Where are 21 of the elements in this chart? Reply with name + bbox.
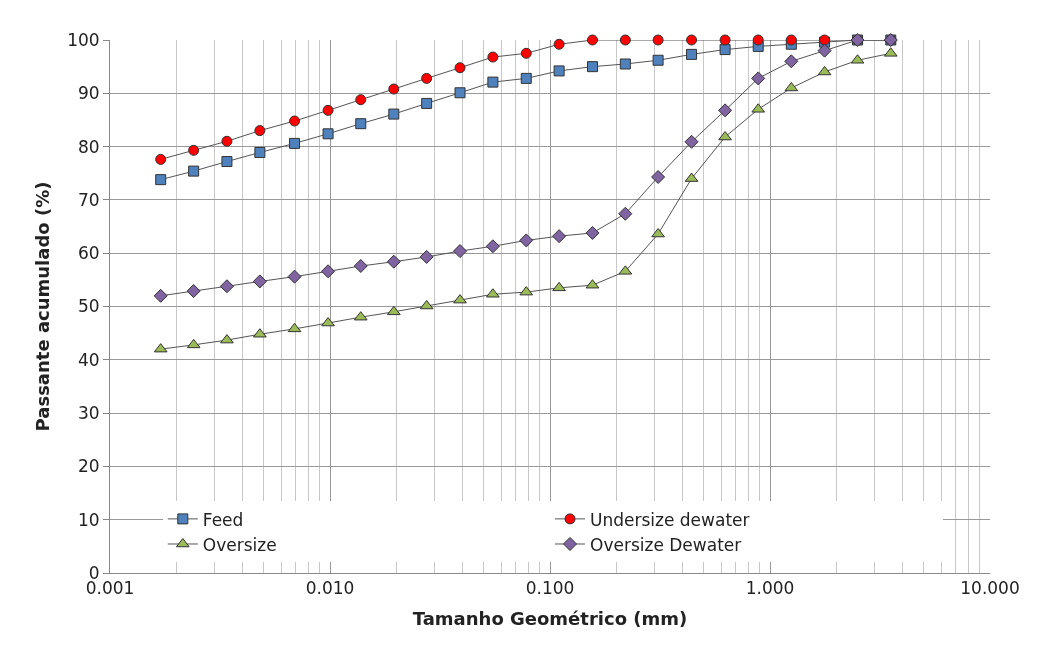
x-tick-label: 0.010 [305,578,355,599]
legend-label: Oversize Dewater [590,534,742,555]
x-tick-label: 0.001 [85,578,135,599]
legend-label: Feed [202,509,244,530]
y-tick-label: 100 [67,29,100,50]
legend-label: Undersize dewater [590,509,750,530]
legend-label: Oversize [202,534,277,555]
y-tick-label: 40 [77,349,100,370]
y-axis-title: Passante acumulado (%) [32,181,54,432]
y-tick-label: 30 [77,403,100,424]
x-tick-label: 10.000 [960,578,1020,599]
y-tick-label: 90 [77,83,100,104]
x-axis-title: Tamanho Geométrico (mm) [412,607,688,629]
y-tick-label: 10 [77,509,100,530]
y-tick-label: 50 [77,296,100,317]
y-tick-label: 60 [77,243,100,264]
y-tick-label: 20 [77,456,100,477]
y-tick-label: 70 [77,189,100,210]
x-tick-label: 1.000 [745,578,795,599]
y-tick-label: 80 [77,136,100,157]
x-tick-label: 0.100 [525,578,575,599]
